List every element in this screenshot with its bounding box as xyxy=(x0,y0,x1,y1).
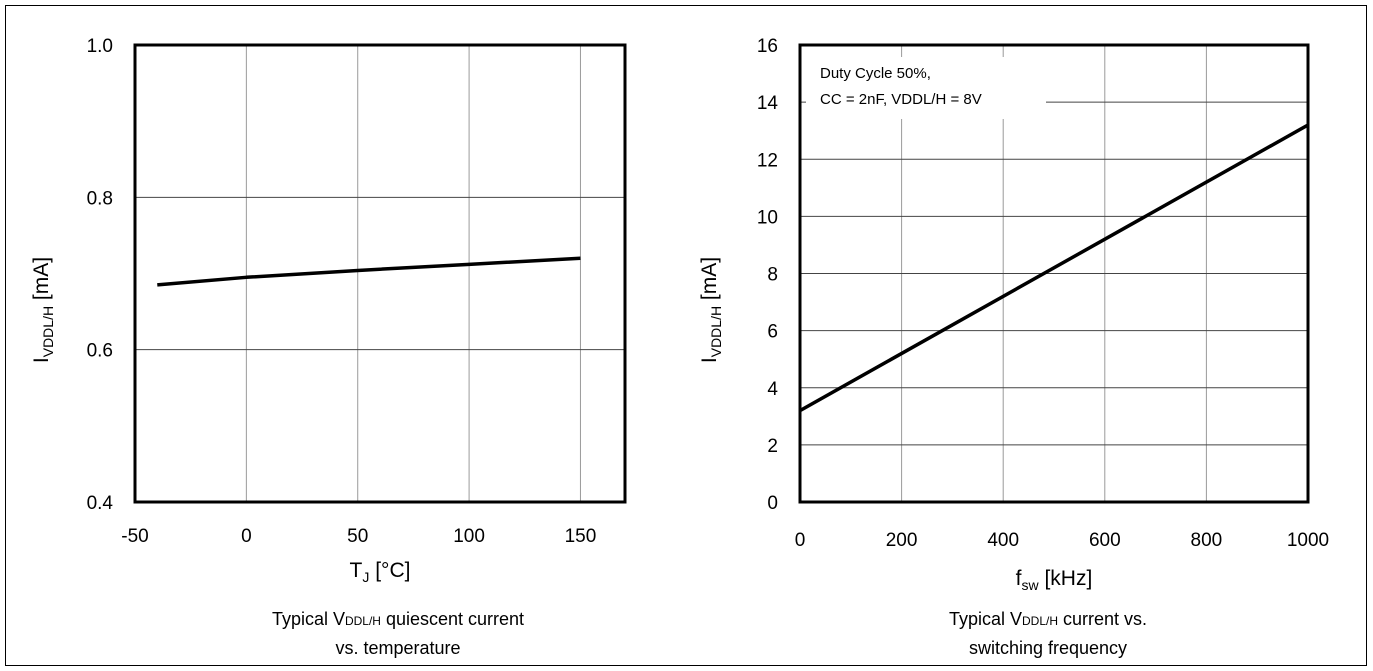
y-tick-label: 0 xyxy=(767,493,778,514)
plot-frame xyxy=(133,43,627,504)
x-tick-label: 100 xyxy=(453,526,485,547)
annotation-line: Duty Cycle 50%, xyxy=(820,65,931,82)
y-tick-label: 8 xyxy=(767,265,778,286)
y-tick-label: 0.8 xyxy=(87,188,113,209)
y-tick-label: 14 xyxy=(757,93,779,114)
y-axis-label: IVDDL/H [mA] xyxy=(698,257,724,363)
caption-line-1: Typical VDDL/H current vs. xyxy=(949,609,1147,629)
x-tick-label: 0 xyxy=(795,530,806,551)
x-tick-label: 0 xyxy=(241,526,252,547)
annotation-background xyxy=(806,57,1046,119)
x-tick-label: 600 xyxy=(1089,530,1121,551)
caption-line-1: Typical VDDL/H quiescent current xyxy=(272,609,524,629)
x-tick-label: 150 xyxy=(565,526,597,547)
y-axis-label: IVDDL/H [mA] xyxy=(30,257,56,363)
x-tick-label: 1000 xyxy=(1287,530,1329,551)
caption-line-2: switching frequency xyxy=(969,638,1127,658)
y-tick-label: 6 xyxy=(767,322,778,343)
y-tick-label: 12 xyxy=(757,150,778,171)
plot-frame xyxy=(798,43,1310,504)
x-tick-label: 200 xyxy=(886,530,918,551)
series-line xyxy=(157,256,581,287)
x-axis-label: fsw [kHz] xyxy=(1016,567,1093,593)
figure-frame xyxy=(5,5,1367,666)
y-tick-label: 4 xyxy=(767,379,778,400)
x-tick-label: 50 xyxy=(347,526,368,547)
x-tick-label: 800 xyxy=(1191,530,1223,551)
series-line xyxy=(799,123,1309,413)
chart-temperature: -50 0 50 100 150 0.4 0.6 0.8 1.0 TJ [°C] IVDDL/H [… xyxy=(30,36,627,658)
y-tick-label: 1.0 xyxy=(87,36,113,57)
y-tick-label: 10 xyxy=(757,207,778,228)
chart-frequency: Duty Cycle 50%, CC = 2nF, VDDL/H = 8V 0 200… xyxy=(698,36,1329,658)
y-tick-label: 0.6 xyxy=(87,341,113,362)
x-tick-label: 400 xyxy=(987,530,1019,551)
caption-line-2: vs. temperature xyxy=(335,638,460,658)
x-axis-label: TJ [°C] xyxy=(350,559,411,585)
y-tick-label: 2 xyxy=(767,436,778,457)
annotation-line: CC = 2nF, VDDL/H = 8V xyxy=(820,91,982,108)
x-tick-label: -50 xyxy=(121,526,148,547)
y-tick-label: 16 xyxy=(757,36,778,57)
y-tick-label: 0.4 xyxy=(87,493,114,514)
